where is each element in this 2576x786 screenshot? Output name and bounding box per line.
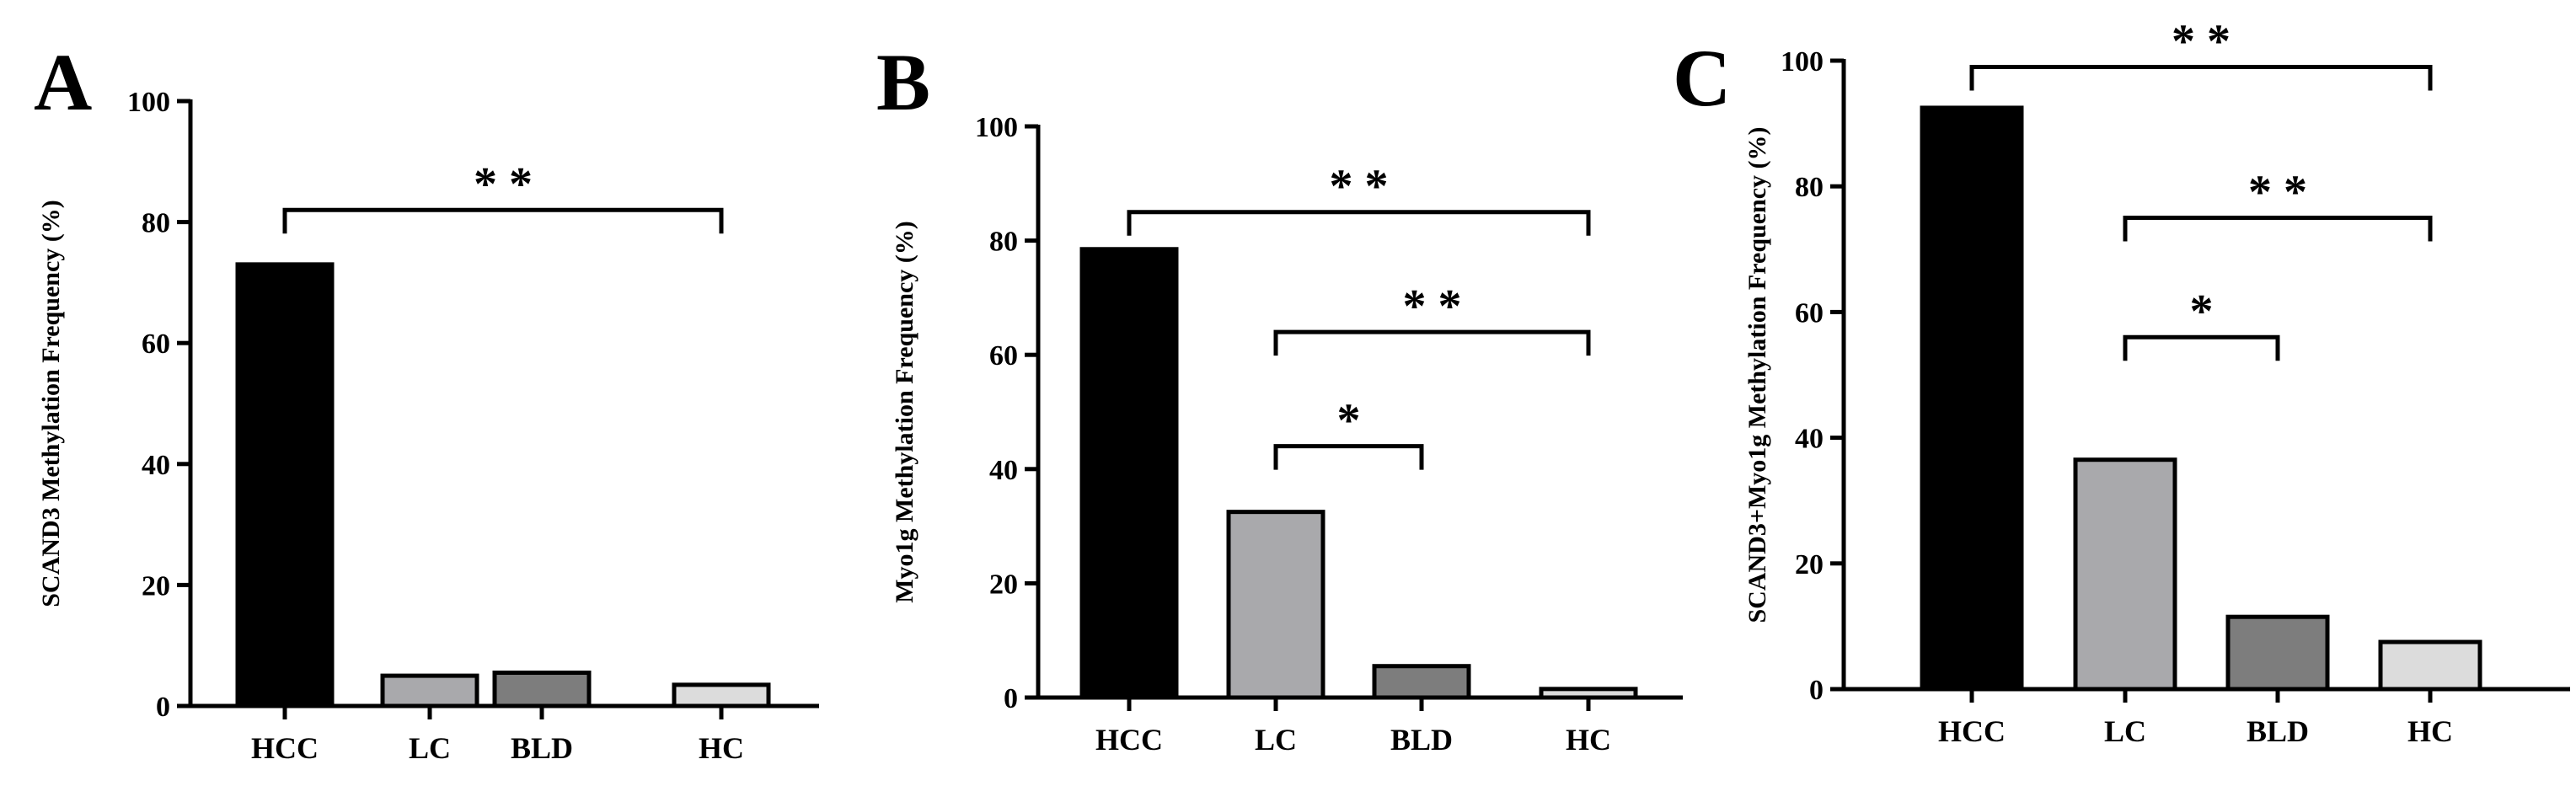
y-axis-title: Myo1g Methylation Frequency (%): [891, 221, 918, 603]
y-axis-title: SCAND3 Methylation Frequency (%): [37, 200, 65, 607]
y-tick-label: 80: [142, 208, 170, 239]
significance-label: * *: [2248, 167, 2307, 219]
bar-hcc: [1920, 105, 2024, 692]
y-tick-label: 40: [1795, 424, 1824, 455]
y-tick-label: 60: [989, 340, 1018, 372]
y-tick-label: 100: [1781, 46, 1824, 78]
x-tick-label-lc: LC: [1255, 723, 1297, 757]
chart-panel-b: B 0 20 40 60 80 100 Myo1g Methylation Frequency…: [876, 37, 1683, 757]
y-tick-label: 20: [142, 570, 170, 602]
x-tick-label-lc: LC: [409, 731, 451, 765]
y-tick-label: 100: [127, 87, 170, 118]
x-tick-label-bld: BLD: [1390, 723, 1453, 757]
bar-hc: [2378, 639, 2482, 692]
chart-panel-c: C 0 20 40 60 80 100 SCAND3+Myo1g Methylation Fr…: [1673, 15, 2570, 748]
significance-label: * *: [2172, 15, 2231, 67]
significance-label: *: [1337, 395, 1361, 447]
x-tick-label-bld: BLD: [2247, 714, 2309, 748]
bar-hc: [672, 682, 771, 708]
panel-letter: C: [1673, 33, 1731, 123]
y-tick-label: 100: [975, 112, 1018, 143]
bar-lc: [2073, 457, 2177, 692]
significance-bracket: [2123, 334, 2280, 361]
bar-hcc: [235, 262, 335, 708]
significance-bracket: [2123, 216, 2433, 242]
y-tick-label: 20: [989, 569, 1018, 600]
x-tick-label-bld: BLD: [511, 731, 573, 765]
significance-label: * *: [1403, 281, 1462, 333]
x-tick-label-lc: LC: [2104, 714, 2146, 748]
panel-letter: B: [876, 37, 930, 127]
y-tick-label: 80: [1795, 172, 1824, 203]
x-tick-label-hc: HC: [2407, 714, 2453, 748]
x-tick-label-hcc: HCC: [251, 731, 319, 765]
bar-lc: [380, 673, 479, 708]
y-tick-label: 80: [989, 227, 1018, 258]
significance-bracket: [1273, 444, 1424, 470]
chart-panel-a: A 0 20 40 60 80 100 SCAND3 Methylation Frequenc…: [34, 37, 819, 765]
panel-letter: A: [34, 37, 92, 127]
x-tick-label-hc: HC: [1566, 723, 1611, 757]
bar-bld: [1372, 664, 1471, 700]
y-tick-label: 60: [1795, 297, 1824, 329]
y-tick-label: 20: [1795, 549, 1824, 580]
y-tick-label: 0: [1809, 675, 1824, 706]
significance-bracket: [1273, 329, 1591, 356]
significance-label: * *: [1330, 161, 1389, 213]
significance-bracket: [1127, 210, 1591, 236]
bar-lc: [1226, 510, 1325, 700]
y-tick-label: 40: [142, 450, 170, 481]
y-tick-label: 40: [989, 455, 1018, 486]
y-axis-title: SCAND3+Myo1g Methylation Frequency (%): [1743, 127, 1771, 623]
bar-hc: [1539, 687, 1638, 700]
significance-label: * *: [474, 158, 533, 211]
bar-bld: [492, 671, 592, 708]
y-tick-label: 0: [1004, 683, 1018, 714]
bar-bld: [2225, 614, 2330, 692]
significance-bracket: [1969, 64, 2433, 91]
y-tick-label: 60: [142, 329, 170, 360]
x-tick-label-hcc: HCC: [1938, 714, 2006, 748]
bar-hcc: [1079, 247, 1179, 700]
significance-bracket: [282, 207, 724, 234]
x-tick-label-hc: HC: [699, 731, 744, 765]
x-tick-label-hcc: HCC: [1095, 723, 1163, 757]
significance-label: *: [2190, 286, 2214, 338]
y-tick-label: 0: [156, 692, 170, 723]
